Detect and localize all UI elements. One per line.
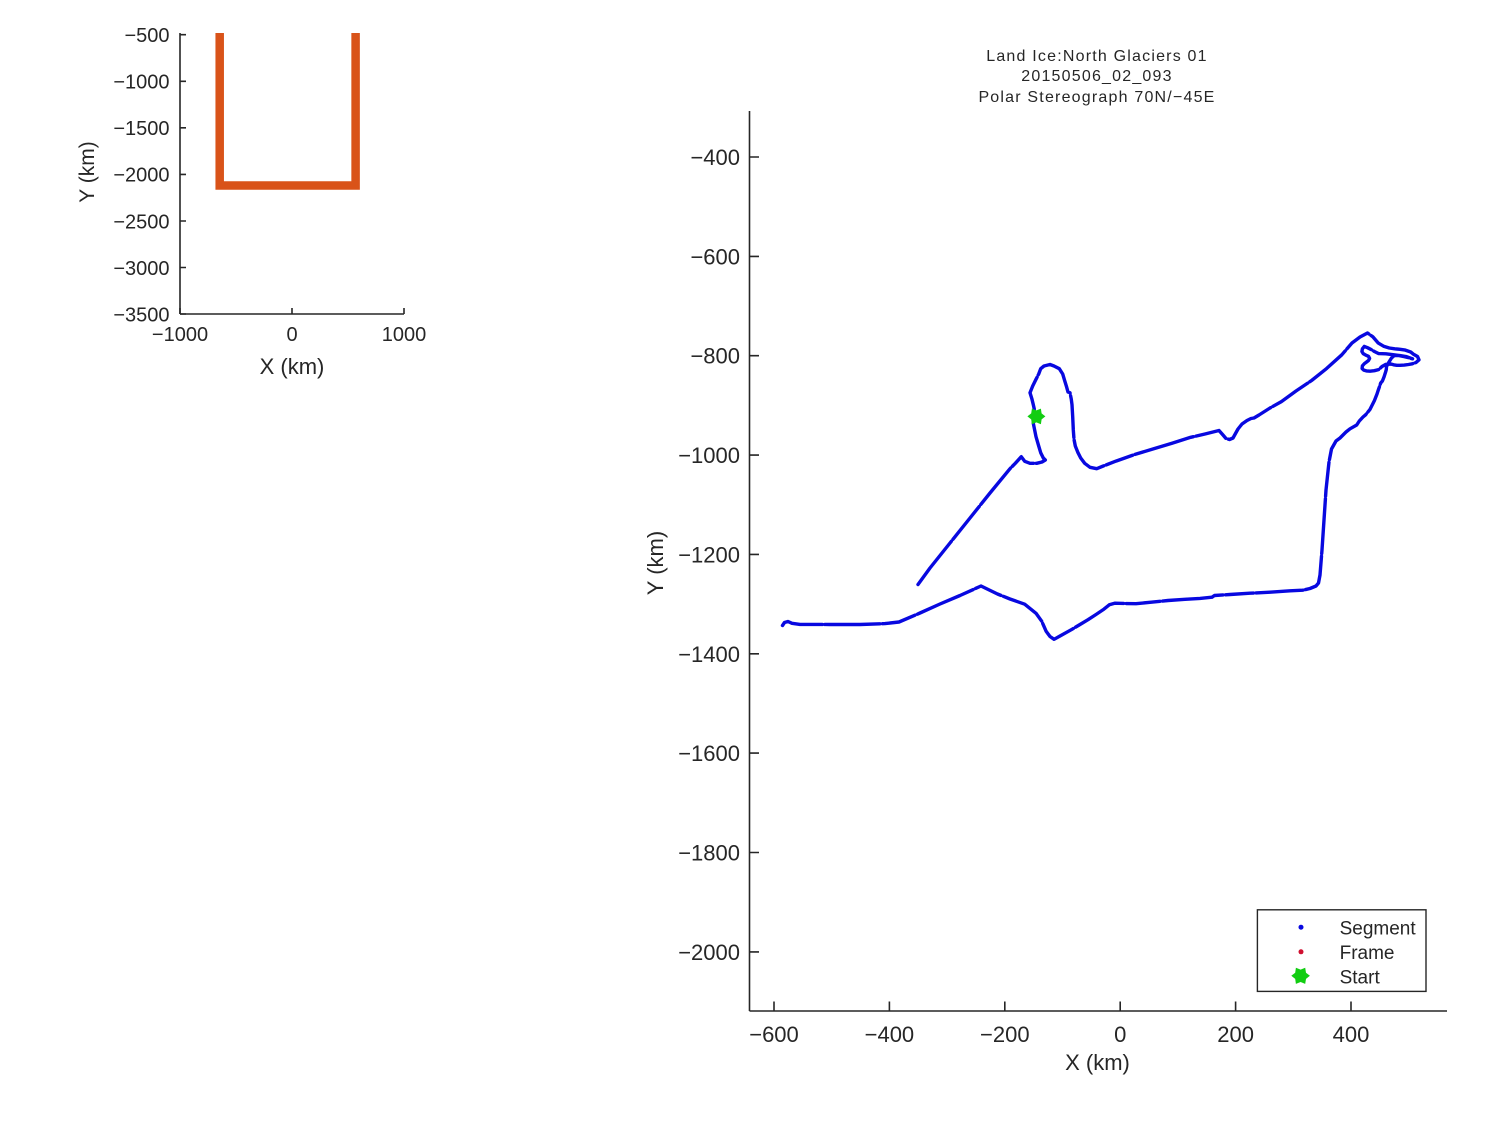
svg-text:Start: Start	[1340, 968, 1381, 989]
svg-text:−1000: −1000	[113, 72, 169, 94]
svg-text:−1800: −1800	[678, 841, 740, 866]
svg-text:−1400: −1400	[678, 642, 740, 667]
svg-text:−400: −400	[865, 1022, 915, 1047]
svg-text:Y (km): Y (km)	[76, 141, 99, 202]
svg-text:−3000: −3000	[113, 258, 169, 280]
svg-text:−400: −400	[690, 145, 740, 170]
svg-text:0: 0	[286, 324, 297, 346]
svg-text:−600: −600	[749, 1022, 799, 1047]
svg-text:−1000: −1000	[152, 324, 208, 346]
svg-text:−1000: −1000	[678, 443, 740, 468]
svg-text:−1600: −1600	[678, 741, 740, 766]
svg-text:20150506_02_093: 20150506_02_093	[1021, 68, 1172, 85]
svg-text:Segment: Segment	[1340, 918, 1417, 939]
svg-text:Frame: Frame	[1340, 943, 1395, 964]
svg-text:200: 200	[1217, 1022, 1254, 1047]
svg-text:−200: −200	[980, 1022, 1030, 1047]
svg-text:−600: −600	[690, 244, 740, 269]
svg-text:0: 0	[1114, 1022, 1126, 1047]
svg-text:1000: 1000	[382, 324, 427, 346]
svg-text:Y (km): Y (km)	[643, 531, 668, 595]
svg-text:400: 400	[1333, 1022, 1370, 1047]
svg-text:−2000: −2000	[678, 940, 740, 965]
svg-text:X (km): X (km)	[260, 354, 325, 379]
svg-text:−3500: −3500	[113, 304, 169, 326]
svg-text:−2500: −2500	[113, 211, 169, 233]
svg-text:Land Ice:North Glaciers 01: Land Ice:North Glaciers 01	[986, 48, 1208, 65]
svg-text:X (km): X (km)	[1065, 1050, 1130, 1075]
svg-text:−2000: −2000	[113, 165, 169, 187]
svg-text:−800: −800	[690, 344, 740, 369]
svg-text:Polar Stereograph 70N/−45E: Polar Stereograph 70N/−45E	[978, 89, 1215, 106]
svg-text:−500: −500	[124, 25, 169, 47]
svg-text:−1200: −1200	[678, 542, 740, 567]
svg-text:−1500: −1500	[113, 118, 169, 140]
